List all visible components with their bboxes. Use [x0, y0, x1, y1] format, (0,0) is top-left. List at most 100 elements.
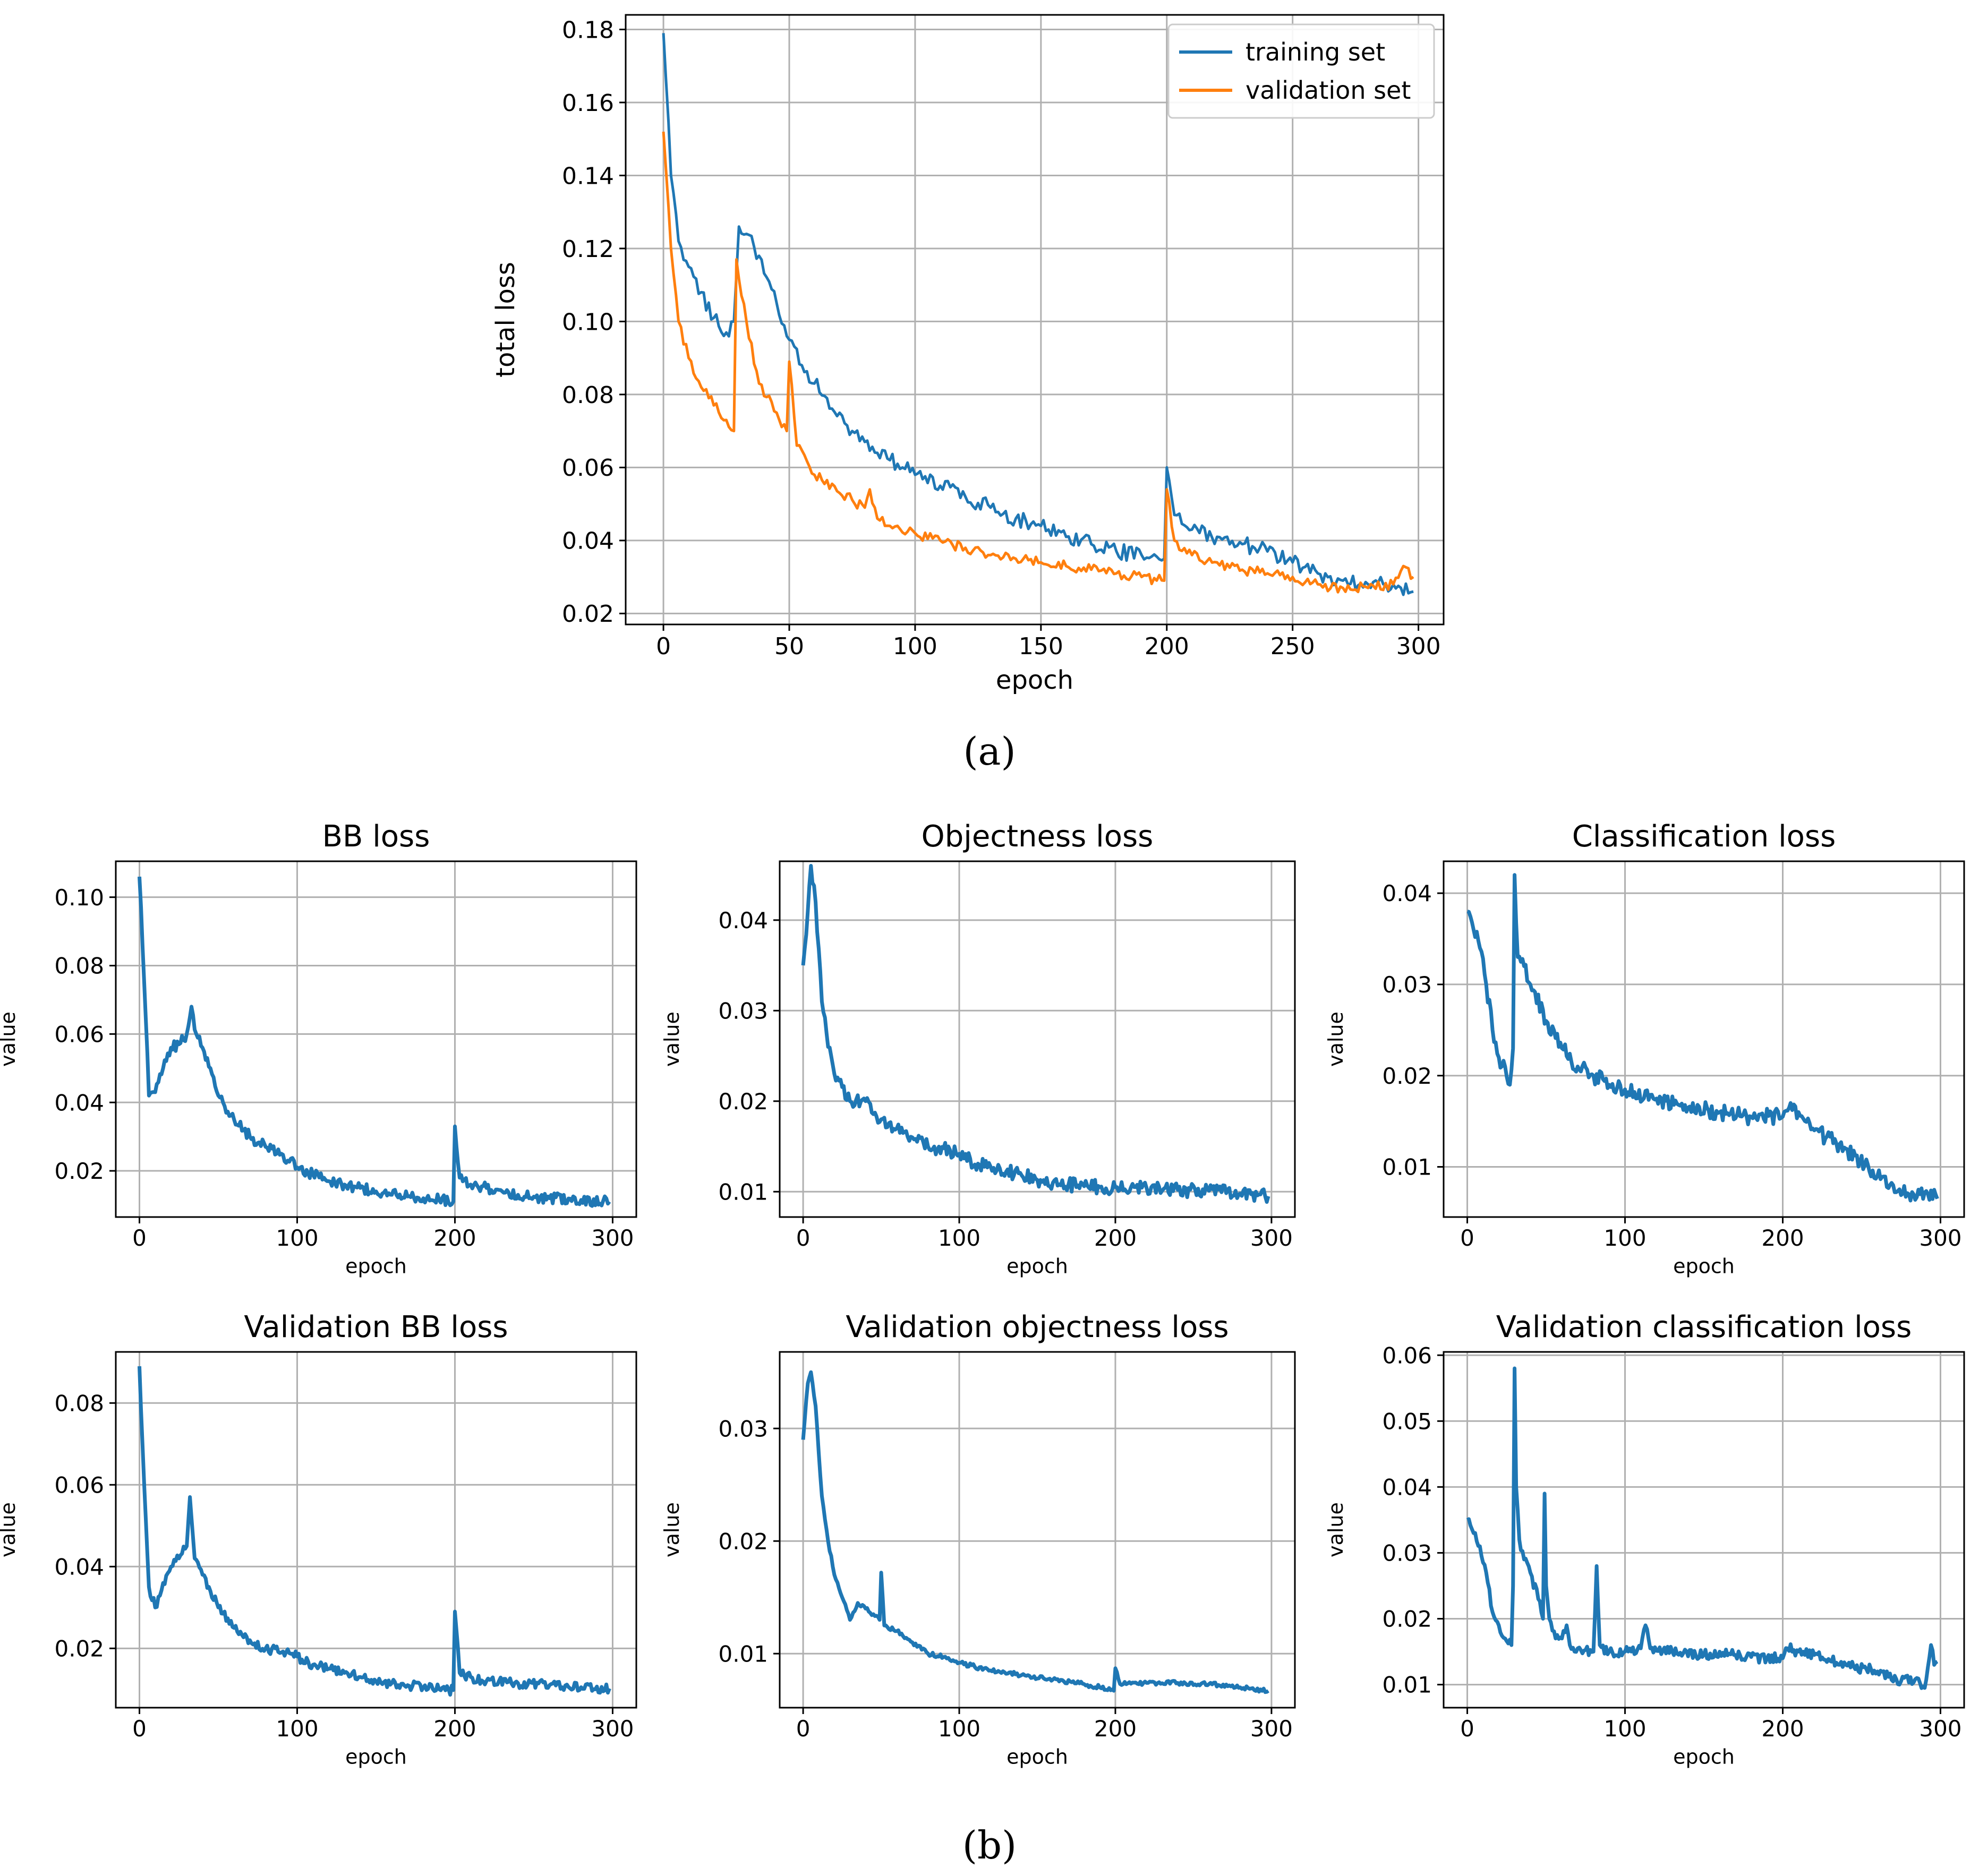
- x-tick-label: 300: [1396, 633, 1441, 660]
- series-line-classification-loss: [1466, 873, 1939, 1203]
- y-tick-label: 0.02: [54, 1635, 104, 1661]
- y-axis-label: value: [0, 1502, 20, 1557]
- chart-title: BB loss: [322, 819, 430, 854]
- y-tick-label: 0.02: [718, 1089, 768, 1115]
- x-tick-label: 300: [1250, 1225, 1293, 1251]
- y-tick-label: 0.01: [1382, 1154, 1432, 1180]
- chart-title: Validation classification loss: [1496, 1310, 1912, 1344]
- x-tick-label: 100: [893, 633, 937, 660]
- y-tick-label: 0.04: [54, 1554, 104, 1580]
- x-tick-label: 200: [1761, 1225, 1804, 1251]
- y-tick-label: 0.06: [54, 1021, 104, 1047]
- x-tick-label: 100: [1603, 1716, 1646, 1742]
- series-line-training-set: [662, 33, 1414, 596]
- y-tick-label: 0.16: [562, 90, 614, 117]
- legend-label: training set: [1246, 38, 1385, 66]
- y-tick-label: 0.06: [54, 1472, 104, 1498]
- y-tick-label: 0.04: [1382, 1474, 1432, 1500]
- y-tick-label: 0.01: [718, 1641, 768, 1667]
- x-tick-label: 0: [656, 633, 671, 660]
- chart-bb-loss: 0 100 200 300 0.02 0.04 0.06 0.08 0.10 epoch value…: [0, 819, 637, 1278]
- x-tick-label: 300: [1919, 1716, 1961, 1742]
- plot-frame: [115, 1351, 637, 1709]
- y-axis-label: value: [1324, 1502, 1347, 1557]
- chart-classification-loss: 0 100 200 300 0.01 0.02 0.03 0.04 epoch value Clas…: [1324, 819, 1965, 1278]
- y-tick-label: 0.01: [718, 1179, 768, 1205]
- y-axis-label: value: [1324, 1012, 1347, 1067]
- x-axis-label: epoch: [1673, 1254, 1735, 1278]
- y-tick-label: 0.04: [1382, 880, 1432, 906]
- y-tick-label: 0.02: [718, 1528, 768, 1554]
- y-tick-label: 0.06: [562, 455, 614, 482]
- x-tick-label: 300: [1250, 1716, 1293, 1742]
- series-line-bb-loss: [138, 876, 611, 1208]
- y-tick-label: 0.03: [718, 998, 768, 1024]
- x-tick-label: 0: [796, 1716, 811, 1742]
- plot-frame: [779, 1351, 1296, 1709]
- y-tick-label: 0.10: [54, 885, 104, 911]
- x-tick-label: 200: [1761, 1716, 1804, 1742]
- legend-label: validation set: [1246, 76, 1411, 105]
- x-tick-label: 0: [1460, 1225, 1474, 1251]
- x-tick-label: 100: [276, 1716, 318, 1742]
- y-tick-label: 0.02: [1382, 1606, 1432, 1632]
- y-tick-label: 0.12: [562, 236, 614, 263]
- series-line-validation-set: [662, 131, 1414, 594]
- y-tick-label: 0.10: [562, 309, 614, 336]
- y-axis-label: value: [660, 1502, 684, 1557]
- x-axis-label: epoch: [1006, 1254, 1068, 1278]
- series-line-validation-bb-loss: [138, 1366, 611, 1697]
- chart-validation-objectness-loss: 0 100 200 300 0.01 0.02 0.03 epoch value Validati…: [660, 1310, 1296, 1768]
- legend: training set validation set: [1167, 23, 1435, 119]
- x-tick-label: 100: [938, 1716, 980, 1742]
- y-tick-label: 0.04: [54, 1090, 104, 1116]
- y-tick-label: 0.06: [1382, 1342, 1432, 1368]
- x-tick-label: 100: [938, 1225, 980, 1251]
- y-tick-label: 0.02: [562, 601, 614, 628]
- x-axis-label: epoch: [1673, 1745, 1735, 1768]
- y-tick-label: 0.14: [562, 162, 614, 190]
- x-tick-label: 300: [591, 1716, 634, 1742]
- y-tick-label: 0.04: [718, 907, 768, 933]
- plot-frame: [1443, 1351, 1965, 1709]
- x-tick-label: 0: [1460, 1716, 1474, 1742]
- y-tick-label: 0.05: [1382, 1408, 1432, 1434]
- caption-a: (a): [963, 729, 1016, 774]
- chart-objectness-loss: 0 100 200 300 0.01 0.02 0.03 0.04 epoch value Obje…: [660, 819, 1296, 1278]
- y-axis-label: value: [0, 1012, 20, 1067]
- x-tick-label: 150: [1019, 633, 1063, 660]
- x-tick-label: 200: [1094, 1225, 1137, 1251]
- caption-b: (b): [962, 1823, 1017, 1868]
- x-tick-label: 200: [1145, 633, 1189, 660]
- x-tick-label: 100: [276, 1225, 318, 1251]
- series-line-validation-objectness-loss: [801, 1370, 1269, 1694]
- y-tick-label: 0.08: [562, 382, 614, 409]
- x-tick-label: 50: [774, 633, 804, 660]
- y-tick-label: 0.03: [1382, 972, 1432, 998]
- x-axis-label: epoch: [345, 1254, 407, 1278]
- x-tick-label: 300: [1919, 1225, 1961, 1251]
- plot-frame: [779, 860, 1296, 1218]
- x-tick-label: 0: [796, 1225, 811, 1251]
- y-tick-label: 0.02: [1382, 1063, 1432, 1089]
- y-axis-label: value: [660, 1012, 684, 1067]
- chart-validation-bb-loss: 0 100 200 300 0.02 0.04 0.06 0.08 epoch value Vali…: [0, 1310, 637, 1768]
- plot-frame: [1443, 860, 1965, 1218]
- x-tick-label: 0: [132, 1225, 147, 1251]
- x-tick-label: 200: [1094, 1716, 1137, 1742]
- y-tick-label: 0.01: [1382, 1672, 1432, 1698]
- series-line-objectness-loss: [801, 864, 1270, 1204]
- x-axis-label: epoch: [345, 1745, 407, 1768]
- x-tick-label: 200: [433, 1225, 476, 1251]
- chart-validation-classification-loss: 0 100 200 300 0.01 0.02 0.03 0.04 0.05 0.06 epoch v…: [1324, 1310, 1965, 1768]
- x-axis-label: epoch: [996, 665, 1073, 695]
- chart-total-loss: 0 50 100 150 200 250 300 0.02 0.04 0.06 0.08 0.10 0.…: [491, 14, 1445, 695]
- x-tick-label: 200: [433, 1716, 476, 1742]
- y-tick-label: 0.18: [562, 16, 614, 44]
- plot-frame: [115, 860, 637, 1218]
- x-axis-label: epoch: [1006, 1745, 1068, 1768]
- plot-frame: [625, 14, 1445, 626]
- y-tick-label: 0.08: [54, 953, 104, 979]
- legend-box: [1167, 23, 1435, 119]
